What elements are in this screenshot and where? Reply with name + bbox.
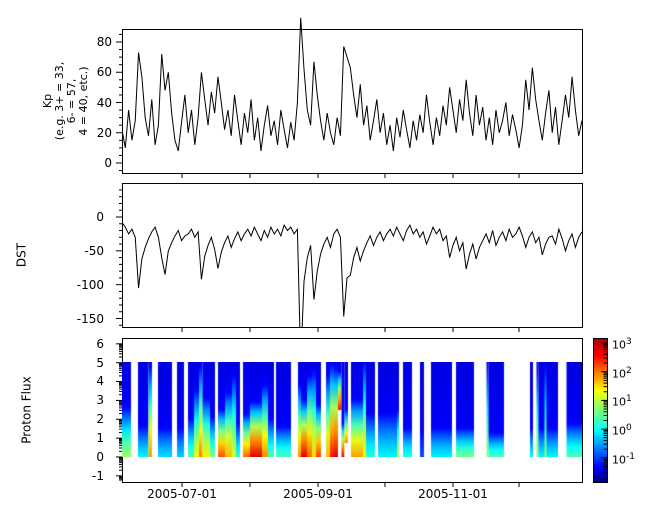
pf-ytick-label: 5: [96, 356, 104, 370]
dst-series-line: [122, 222, 582, 327]
pf-ytick-label: 4: [96, 374, 104, 388]
kp-ytick-label: 0: [104, 156, 112, 170]
kp-ytick-label: 80: [96, 35, 112, 49]
kp-ytick-label: 60: [96, 65, 112, 79]
colorbar-tick-label: 103: [612, 337, 632, 352]
pf-ytick-label: 2: [96, 412, 104, 426]
pf-ytick-label: 1: [96, 431, 104, 445]
xtick-label: 2005-07-01: [147, 487, 217, 501]
kp-ytick-label: 20: [96, 126, 112, 140]
pf-ytick-label: 3: [96, 393, 104, 407]
pf-ytick-label: -1: [92, 469, 104, 483]
xtick-label: 2005-09-01: [283, 487, 353, 501]
colorbar-tick-label: 10-1: [612, 452, 635, 467]
proton-flux-ylabel: Proton Flux: [19, 376, 34, 444]
colorbar-tick-label: 100: [612, 423, 632, 438]
colorbar-tick-label: 101: [612, 394, 632, 409]
dst-ytick-label: -150: [76, 312, 104, 326]
pf-ytick-label: 0: [96, 450, 104, 464]
pf-ytick-label: 6: [96, 337, 104, 351]
kp-panel: [122, 29, 583, 174]
kp-ytick-label: 40: [96, 96, 112, 110]
proton-flux-heatmap: [122, 362, 582, 457]
colorbar-tick-label: 102: [612, 366, 632, 381]
dst-ytick-label: -100: [76, 278, 104, 292]
dst-panel: [122, 183, 583, 328]
kp-series-line: [122, 17, 582, 152]
dst-ytick-label: 0: [96, 210, 104, 224]
xtick-label: 2005-11-01: [418, 487, 488, 501]
dst-ytick-label: -50: [84, 244, 104, 258]
dst-ylabel: DST: [14, 242, 29, 268]
